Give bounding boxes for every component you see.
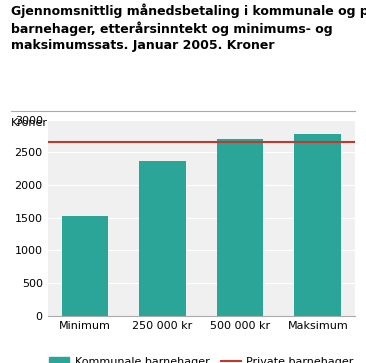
Bar [295,134,341,316]
Text: Kroner: Kroner [11,118,48,128]
Bar [139,161,186,316]
Bar [217,139,264,316]
Bar [61,216,108,316]
Legend: Kommunale barnehager, Private barnehager: Kommunale barnehager, Private barnehager [49,357,354,363]
Text: Gjennomsnittlig månedsbetaling i kommunale og private
barnehager, etterårsinntek: Gjennomsnittlig månedsbetaling i kommuna… [11,4,366,52]
